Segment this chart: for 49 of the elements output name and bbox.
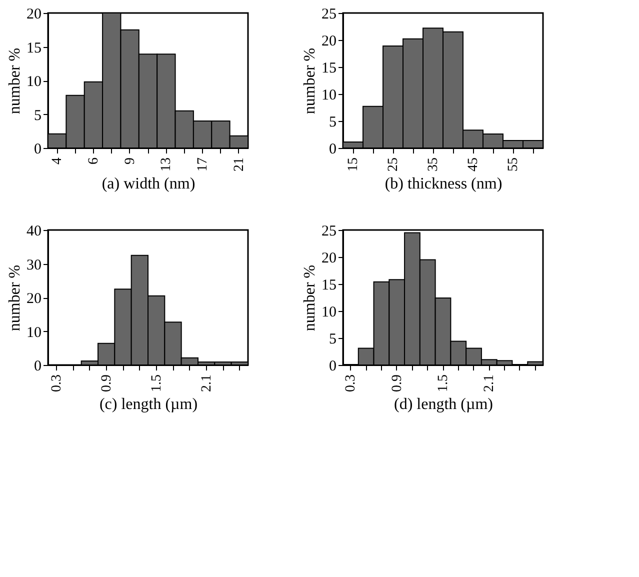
x-tick-label: 1.5 bbox=[436, 374, 451, 392]
y-tick-label: 5 bbox=[329, 332, 336, 348]
y-axis-title: number % bbox=[302, 48, 318, 114]
y-tick-label: 20 bbox=[322, 34, 336, 50]
y-tick-label: 0 bbox=[329, 142, 336, 158]
x-tick-label: 0.3 bbox=[49, 374, 64, 392]
x-tick-label: 13 bbox=[159, 158, 174, 172]
x-axis-title: (a) width (nm) bbox=[102, 176, 196, 192]
x-tick-label: 6 bbox=[86, 158, 102, 164]
x-tick-label: 35 bbox=[426, 158, 441, 172]
y-axis-title: number % bbox=[302, 264, 318, 332]
y-tick-label: 20 bbox=[322, 250, 336, 266]
y-tick-label: 15 bbox=[322, 60, 336, 76]
y-tick-label: 15 bbox=[322, 278, 336, 294]
y-tick-label: 0 bbox=[34, 142, 42, 158]
y-tick-label: 15 bbox=[26, 40, 42, 56]
x-tick-label: 21 bbox=[232, 158, 247, 172]
x-axis-title: (c) length (µm) bbox=[99, 396, 198, 413]
x-tick-label: 4 bbox=[50, 158, 66, 164]
y-tick-label: 5 bbox=[329, 114, 336, 130]
y-tick-label: 10 bbox=[26, 324, 42, 341]
x-tick-label: 0.9 bbox=[390, 374, 405, 392]
y-tick-label: 10 bbox=[322, 304, 336, 320]
x-axis-title: (b) thickness (nm) bbox=[384, 176, 502, 192]
x-tick-label: 2.1 bbox=[482, 374, 498, 392]
y-tick-label: 25 bbox=[322, 6, 336, 22]
x-tick-label: 9 bbox=[122, 158, 138, 164]
y-tick-label: 25 bbox=[322, 224, 336, 240]
x-tick-label: 15 bbox=[346, 158, 361, 172]
x-tick-label: 25 bbox=[386, 158, 401, 172]
x-tick-label: 2.1 bbox=[199, 374, 214, 392]
x-tick-label: 45 bbox=[466, 158, 481, 172]
y-tick-label: 0 bbox=[34, 358, 42, 374]
y-tick-label: 40 bbox=[26, 224, 42, 240]
x-tick-label: 0.3 bbox=[344, 374, 359, 392]
x-tick-label: 17 bbox=[196, 158, 211, 172]
y-axis-title: number % bbox=[6, 264, 24, 332]
x-tick-label: 55 bbox=[506, 158, 521, 172]
y-tick-label: 20 bbox=[26, 291, 42, 307]
y-tick-label: 0 bbox=[329, 358, 336, 374]
y-tick-label: 20 bbox=[26, 6, 42, 22]
y-axis-title: number % bbox=[6, 48, 24, 114]
y-tick-label: 30 bbox=[26, 257, 42, 274]
y-tick-label: 5 bbox=[34, 108, 42, 124]
x-tick-label: 1.5 bbox=[149, 374, 164, 392]
x-tick-label: 0.9 bbox=[99, 374, 114, 392]
y-tick-label: 10 bbox=[26, 74, 42, 90]
y-tick-label: 10 bbox=[322, 88, 336, 104]
x-axis-title: (d) length (µm) bbox=[394, 396, 493, 413]
